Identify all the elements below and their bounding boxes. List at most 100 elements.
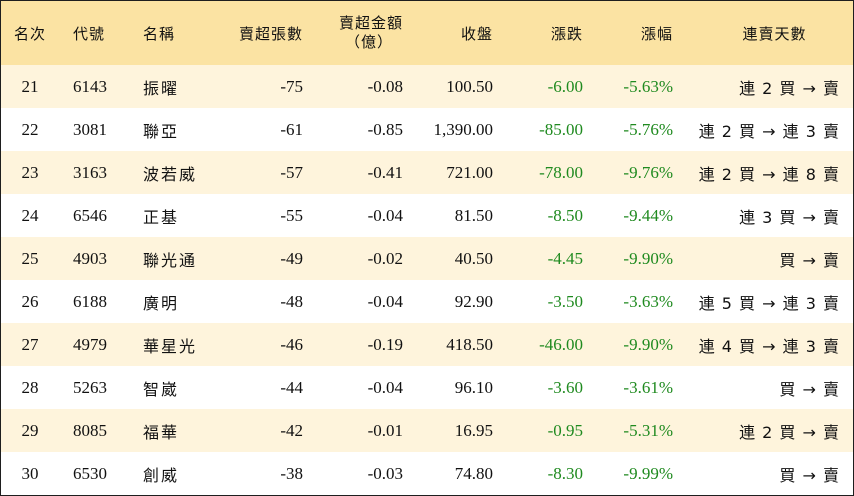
table-header: 名次 代號 名稱 賣超張數 賣超金額 （億） 收盤 漲跌 漲幅 連賣天數 — [1, 1, 853, 66]
cell-rank: 27 — [21, 334, 39, 354]
cell-consecutive-days: 買 → 賣 — [779, 465, 840, 485]
cell-name: 創威 — [143, 465, 180, 485]
table-row: 22 3081 聯亞 -61 -0.85 1,390.00 -85.00 -5.76% 連 2 … — [1, 108, 853, 151]
header-net-sell-amount-label: 賣超金額 — [338, 14, 403, 32]
cell-close: 74.80 — [454, 463, 493, 483]
cell-close: 16.95 — [454, 420, 493, 440]
cell-consecutive-days: 連 3 買 → 賣 — [739, 207, 840, 227]
cell-change-pct: -9.76% — [623, 162, 673, 182]
cell-code: 5263 — [73, 377, 107, 397]
cell-change-pct: -9.44% — [623, 205, 673, 225]
cell-close: 92.90 — [454, 291, 493, 311]
cell-name: 聯光通 — [143, 250, 198, 270]
cell-net-sell-lots: -55 — [280, 205, 303, 225]
header-close: 收盤 — [460, 24, 493, 43]
cell-change: -78.00 — [539, 162, 583, 182]
cell-name: 振曜 — [143, 78, 180, 98]
cell-net-sell-lots: -49 — [280, 248, 303, 268]
cell-change: -8.50 — [547, 205, 583, 225]
header-code: 代號 — [73, 24, 106, 43]
cell-consecutive-days: 連 4 買 → 連 3 賣 — [698, 336, 840, 356]
cell-net-sell-amount: -0.01 — [367, 420, 403, 440]
cell-close: 418.50 — [446, 334, 493, 354]
cell-net-sell-lots: -38 — [280, 463, 303, 483]
cell-code: 6530 — [73, 463, 107, 483]
table-row: 26 6188 廣明 -48 -0.04 92.90 -3.50 -3.63% 連 5 買 → … — [1, 280, 853, 323]
cell-code: 4903 — [73, 248, 107, 268]
header-change: 漲跌 — [550, 24, 583, 43]
cell-close: 1,390.00 — [433, 119, 494, 139]
cell-net-sell-amount: -0.85 — [367, 119, 403, 139]
cell-change: -4.45 — [547, 248, 583, 268]
cell-consecutive-days: 連 2 買 → 賣 — [739, 422, 840, 442]
cell-net-sell-amount: -0.19 — [367, 334, 403, 354]
cell-code: 8085 — [73, 420, 107, 440]
cell-net-sell-amount: -0.08 — [367, 76, 403, 96]
cell-close: 81.50 — [454, 205, 493, 225]
header-net-sell-lots: 賣超張數 — [238, 24, 303, 43]
cell-rank: 23 — [21, 162, 39, 182]
table-row: 23 3163 波若威 -57 -0.41 721.00 -78.00 -9.76% 連 2 買… — [1, 151, 853, 194]
cell-net-sell-amount: -0.04 — [367, 377, 403, 397]
cell-rank: 21 — [21, 76, 39, 96]
table-row: 24 6546 正基 -55 -0.04 81.50 -8.50 -9.44% 連 3 買 → … — [1, 194, 853, 237]
cell-code: 3081 — [73, 119, 107, 139]
cell-code: 4979 — [73, 334, 107, 354]
table-row: 25 4903 聯光通 -49 -0.02 40.50 -4.45 -9.90% 買 → 賣 — [1, 237, 853, 280]
cell-name: 智崴 — [143, 379, 180, 399]
cell-close: 721.00 — [446, 162, 493, 182]
cell-code: 3163 — [73, 162, 107, 182]
cell-net-sell-amount: -0.04 — [367, 205, 403, 225]
cell-consecutive-days: 買 → 賣 — [779, 379, 840, 399]
cell-consecutive-days: 連 5 買 → 連 3 賣 — [698, 293, 840, 313]
cell-name: 波若威 — [143, 164, 198, 184]
cell-change-pct: -5.63% — [623, 76, 673, 96]
cell-change: -6.00 — [547, 76, 583, 96]
cell-change-pct: -9.90% — [623, 334, 673, 354]
cell-change: -3.50 — [547, 291, 583, 311]
cell-change-pct: -3.61% — [623, 377, 673, 397]
cell-change: -8.30 — [547, 463, 583, 483]
table-row: 29 8085 福華 -42 -0.01 16.95 -0.95 -5.31% 連 2 買 → … — [1, 409, 853, 452]
cell-consecutive-days: 連 2 買 → 連 8 賣 — [698, 164, 840, 184]
cell-name: 福華 — [143, 422, 180, 442]
cell-name: 華星光 — [143, 336, 198, 356]
header-change-pct: 漲幅 — [640, 24, 673, 43]
header-consecutive-days: 連賣天數 — [742, 24, 807, 43]
cell-rank: 30 — [21, 463, 39, 483]
cell-code: 6143 — [73, 76, 107, 96]
cell-net-sell-lots: -42 — [280, 420, 303, 440]
table-row: 28 5263 智崴 -44 -0.04 96.10 -3.60 -3.61% 買 → 賣 — [1, 366, 853, 409]
cell-change: -85.00 — [539, 119, 583, 139]
cell-code: 6546 — [73, 205, 107, 225]
cell-net-sell-lots: -44 — [280, 377, 303, 397]
table-row: 27 4979 華星光 -46 -0.19 418.50 -46.00 -9.90% 連 4 買… — [1, 323, 853, 366]
cell-net-sell-lots: -46 — [280, 334, 303, 354]
cell-change-pct: -5.76% — [623, 119, 673, 139]
cell-code: 6188 — [73, 291, 107, 311]
header-name: 名稱 — [143, 24, 176, 43]
cell-rank: 26 — [21, 291, 39, 311]
cell-change: -46.00 — [539, 334, 583, 354]
cell-consecutive-days: 連 2 買 → 連 3 賣 — [698, 121, 840, 141]
cell-consecutive-days: 買 → 賣 — [779, 250, 840, 270]
cell-rank: 24 — [21, 205, 39, 225]
cell-net-sell-lots: -61 — [280, 119, 303, 139]
cell-name: 廣明 — [143, 293, 180, 313]
header-net-sell-amount: 賣超金額 （億） — [311, 1, 403, 65]
table-row: 30 6530 創威 -38 -0.03 74.80 -8.30 -9.99% 買 → 賣 — [1, 452, 853, 495]
header-net-sell-amount-unit: （億） — [344, 33, 393, 51]
cell-net-sell-amount: -0.04 — [367, 291, 403, 311]
cell-change: -3.60 — [547, 377, 583, 397]
table-row: 21 6143 振曜 -75 -0.08 100.50 -6.00 -5.63% 連 2 買 →… — [1, 65, 853, 108]
header-rank: 名次 — [13, 24, 46, 43]
cell-change-pct: -9.99% — [623, 463, 673, 483]
cell-rank: 29 — [21, 420, 39, 440]
cell-net-sell-lots: -75 — [280, 76, 303, 96]
cell-net-sell-lots: -57 — [280, 162, 303, 182]
cell-net-sell-amount: -0.02 — [367, 248, 403, 268]
cell-rank: 22 — [21, 119, 39, 139]
cell-change-pct: -3.63% — [623, 291, 673, 311]
cell-consecutive-days: 連 2 買 → 賣 — [739, 78, 840, 98]
